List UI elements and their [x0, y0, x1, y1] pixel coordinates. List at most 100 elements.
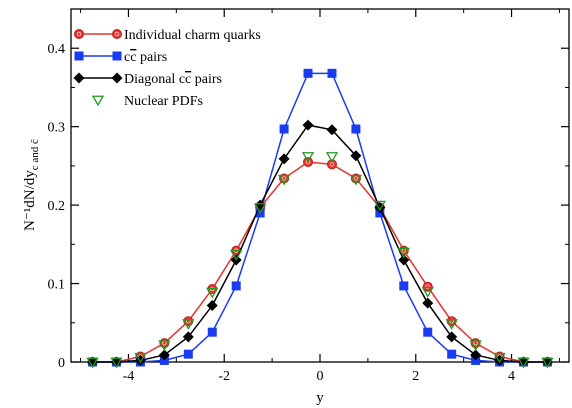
data-point-diamond: [182, 331, 194, 343]
data-point-diamond: [541, 356, 553, 368]
data-point-square: [112, 51, 122, 61]
series-line: [92, 72, 548, 363]
data-point-diamond: [87, 356, 99, 368]
series-layer: [86, 68, 554, 369]
y-tick-label: 0: [58, 356, 65, 371]
data-point-triangle: [469, 340, 482, 352]
series: [87, 156, 553, 367]
data-point-diamond: [326, 124, 338, 136]
axis-ticks: [71, 8, 569, 363]
data-point-triangle: [254, 203, 267, 214]
x-tick-labels: -4 -2 0 2 4: [123, 369, 515, 384]
series-line: [92, 124, 548, 363]
data-point-diamond: [446, 331, 458, 343]
series-line: [92, 161, 548, 363]
data-point-diamond: [73, 72, 85, 84]
legend-label-overbar: c: [130, 50, 136, 65]
x-tick-label: -2: [218, 369, 230, 384]
y-axis-title-sub: c and c̄: [29, 139, 41, 170]
data-point-diamond: [398, 254, 410, 266]
y-tick-label: 0.3: [48, 121, 66, 136]
legend-label-part: pairs: [136, 50, 167, 65]
data-point-triangle: [230, 250, 243, 261]
y-tick-label: 0.4: [48, 42, 66, 57]
legend-label-overbar: c: [185, 72, 191, 87]
legend-label-part: pairs: [191, 72, 222, 87]
legend-label: Diagonal cc pairs: [124, 72, 222, 87]
data-point-highlight: [114, 31, 120, 37]
legend-entry: Diagonal cc pairs: [73, 72, 222, 87]
data-point-diamond: [158, 349, 170, 361]
data-point-triangle: [373, 200, 386, 212]
data-point-triangle: [493, 352, 506, 364]
data-point-highlight: [353, 176, 359, 181]
data-point-triangle: [182, 319, 195, 330]
data-point-highlight: [425, 284, 430, 289]
legend-label-part: Diagonal c: [124, 72, 185, 87]
data-point-diamond: [470, 349, 482, 361]
data-point-square: [183, 349, 193, 359]
data-point-diamond: [110, 356, 122, 368]
data-point-triangle: [91, 95, 105, 107]
legend-label: Individual charm quarks: [124, 28, 261, 43]
data-point-triangle: [110, 357, 123, 369]
data-point-diamond: [111, 72, 123, 84]
data-point-triangle: [349, 174, 363, 186]
y-axis-title: N⁻¹dN/dyc and c̄: [22, 139, 41, 231]
data-point-triangle: [421, 286, 434, 298]
legend-entry: Individual charm quarks: [74, 28, 261, 43]
series: [88, 68, 552, 367]
data-point-square: [447, 349, 457, 359]
x-tick-label: -4: [123, 369, 135, 384]
data-point-diamond: [518, 356, 530, 368]
data-point-square: [351, 124, 361, 134]
y-tick-label: 0.1: [48, 278, 66, 293]
series: [86, 152, 554, 369]
legend-entry: cc pairs: [74, 50, 167, 65]
x-axis-title: y: [316, 390, 324, 406]
data-point-triangle: [206, 287, 219, 299]
data-point-highlight: [76, 31, 82, 37]
data-point-triangle: [134, 352, 147, 364]
x-tick-label: 0: [317, 369, 324, 384]
data-point-square: [231, 281, 241, 291]
data-point-triangle: [397, 247, 410, 259]
legend-entry: Nuclear PDFs: [91, 94, 203, 109]
data-point-triangle: [158, 340, 171, 352]
data-point-circle: [112, 29, 122, 39]
data-point-triangle: [541, 357, 554, 369]
data-point-triangle: [277, 174, 291, 186]
data-point-square: [303, 68, 313, 78]
data-point-square: [399, 281, 409, 291]
data-point-square: [423, 327, 433, 337]
data-point-triangle: [301, 152, 315, 163]
legend-label: Nuclear PDFs: [124, 94, 203, 109]
x-tick-label: 4: [508, 369, 515, 384]
legend-label: cc pairs: [124, 50, 167, 65]
data-point-square: [207, 327, 217, 337]
data-point-square: [74, 51, 84, 61]
data-point-diamond: [422, 297, 434, 309]
data-point-diamond: [350, 150, 362, 162]
data-point-circle: [422, 281, 433, 292]
y-axis-title-main: N⁻¹dN/dy: [22, 170, 38, 231]
data-point-triangle: [445, 319, 458, 330]
data-point-square: [279, 124, 289, 134]
data-point-diamond: [302, 119, 314, 131]
data-point-highlight: [281, 176, 287, 181]
data-point-triangle: [86, 357, 99, 369]
data-point-circle: [74, 29, 84, 39]
data-point-diamond: [206, 300, 218, 312]
y-tick-labels: 0 0.1 0.2 0.3 0.4: [48, 42, 66, 371]
data-point-triangle: [517, 357, 530, 369]
y-tick-label: 0.2: [48, 199, 66, 214]
x-tick-label: 2: [412, 369, 419, 384]
data-point-square: [327, 68, 337, 78]
series: [87, 119, 553, 368]
data-point-circle: [326, 159, 337, 170]
data-point-diamond: [278, 153, 290, 165]
legend-label-part: c: [124, 50, 130, 65]
data-point-triangle: [325, 152, 339, 163]
